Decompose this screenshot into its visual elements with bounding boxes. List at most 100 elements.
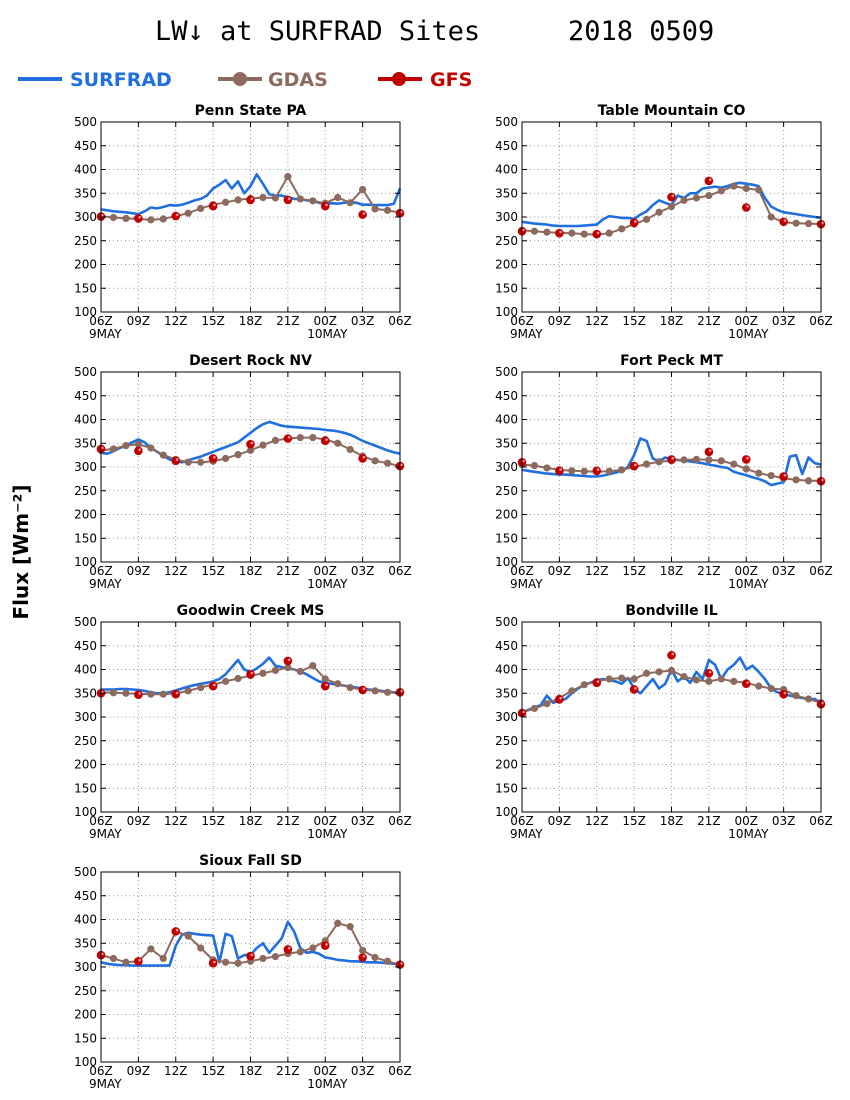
point-gdas bbox=[618, 225, 626, 233]
x-tick-label: 12Z bbox=[164, 1064, 188, 1078]
point-gfs-highlight bbox=[708, 670, 712, 674]
point-gdas bbox=[221, 454, 230, 463]
figure-title: LW↓ at SURFRAD Sites bbox=[155, 16, 480, 47]
point-gfs bbox=[667, 455, 676, 464]
point-gfs-highlight bbox=[821, 701, 824, 705]
point-gfs bbox=[134, 446, 143, 456]
x-tick-label: 03Z bbox=[351, 1064, 375, 1078]
x-tick-label: 21Z bbox=[276, 814, 300, 828]
point-gfs bbox=[208, 454, 218, 463]
point-gdas bbox=[259, 193, 267, 202]
x-tick-label: 03Z bbox=[772, 314, 796, 328]
point-gfs bbox=[592, 678, 602, 688]
point-gdas bbox=[705, 677, 713, 685]
point-gdas bbox=[618, 466, 626, 474]
point-gdas bbox=[755, 682, 763, 690]
panel-bondville-il: Bondville IL 100 150 200 250 300 350 400 450 500 0… bbox=[495, 603, 833, 841]
point-gfs-highlight bbox=[821, 478, 824, 482]
point-gdas bbox=[667, 666, 676, 675]
point-gfs bbox=[741, 203, 751, 212]
point-gdas bbox=[259, 669, 267, 677]
point-gdas bbox=[334, 919, 342, 927]
panels: Penn State PA 100 150 200 250 300 350 400 450 500… bbox=[74, 103, 833, 1091]
point-gfs-highlight bbox=[287, 197, 291, 200]
point-gfs-highlight bbox=[559, 696, 562, 700]
point-gdas bbox=[334, 680, 342, 688]
y-tick-label: 100 bbox=[495, 305, 518, 319]
y-tick-label: 500 bbox=[74, 115, 97, 129]
point-gdas bbox=[767, 684, 775, 693]
point-gfs-highlight bbox=[783, 474, 787, 477]
point-gfs-highlight bbox=[634, 463, 637, 467]
point-gfs-highlight bbox=[821, 221, 824, 225]
point-gdas bbox=[122, 442, 130, 450]
point-gdas bbox=[147, 444, 155, 452]
y-tick-label: 100 bbox=[495, 805, 518, 819]
point-gdas bbox=[284, 664, 292, 672]
point-gfs bbox=[555, 228, 564, 238]
x-tick-label: 21Z bbox=[276, 1064, 300, 1078]
x-tick-label: 09Z bbox=[127, 564, 151, 578]
panel-goodwin-creek-ms: Goodwin Creek MS 100 150 200 250 300 350 400 450… bbox=[74, 603, 412, 841]
legend-marker-gdas bbox=[233, 72, 247, 86]
point-gfs-highlight bbox=[287, 658, 291, 662]
x-tick-label: 03Z bbox=[351, 564, 375, 578]
point-gdas bbox=[122, 689, 130, 697]
point-gdas bbox=[642, 215, 651, 223]
point-gdas bbox=[109, 445, 118, 453]
point-gdas bbox=[642, 669, 651, 677]
point-gfs bbox=[629, 461, 639, 471]
point-gdas bbox=[184, 687, 192, 695]
point-gdas bbox=[371, 687, 379, 695]
point-gfs bbox=[246, 195, 255, 205]
point-gfs bbox=[358, 210, 367, 219]
x-tick-label: 09Z bbox=[548, 814, 572, 828]
point-gfs-highlight bbox=[634, 686, 637, 690]
point-gfs-highlight bbox=[101, 690, 104, 694]
point-gfs bbox=[208, 681, 218, 691]
point-gfs-highlight bbox=[250, 441, 254, 445]
point-gdas bbox=[271, 666, 280, 675]
point-gfs-highlight bbox=[325, 683, 328, 687]
point-gfs-highlight bbox=[596, 468, 600, 471]
y-tick-label: 400 bbox=[74, 413, 97, 427]
point-gdas bbox=[804, 695, 813, 703]
y-tick-label: 450 bbox=[74, 889, 97, 903]
point-gdas bbox=[692, 676, 701, 684]
point-gdas bbox=[618, 674, 626, 682]
point-gdas bbox=[359, 185, 367, 194]
point-gfs bbox=[667, 650, 676, 660]
panel-title: Sioux Fall SD bbox=[199, 853, 302, 869]
x-tick-label: 15Z bbox=[201, 1064, 225, 1078]
point-gfs-highlight bbox=[559, 468, 562, 471]
point-gfs-highlight bbox=[746, 456, 749, 460]
point-gdas bbox=[667, 202, 676, 211]
point-gdas bbox=[605, 467, 613, 475]
y-tick-label: 200 bbox=[74, 258, 97, 272]
x-tick-label: 06Z bbox=[510, 564, 534, 578]
x-date-label: 9MAY bbox=[510, 327, 543, 341]
point-gdas bbox=[371, 953, 379, 962]
point-gfs-highlight bbox=[101, 952, 104, 956]
y-tick-label: 500 bbox=[74, 615, 97, 629]
point-gdas bbox=[246, 446, 255, 454]
point-gdas bbox=[234, 674, 242, 683]
x-tick-label: 00Z bbox=[735, 314, 759, 328]
point-gdas bbox=[383, 957, 392, 965]
point-gdas bbox=[109, 689, 118, 697]
x-tick-label: 03Z bbox=[351, 814, 375, 828]
point-gdas bbox=[580, 681, 588, 689]
point-gdas bbox=[346, 923, 354, 931]
point-gfs-highlight bbox=[138, 958, 141, 962]
y-tick-label: 150 bbox=[74, 531, 97, 545]
y-tick-label: 250 bbox=[74, 984, 97, 998]
x-tick-label: 12Z bbox=[164, 564, 188, 578]
point-gdas bbox=[692, 455, 701, 463]
point-gdas bbox=[147, 945, 155, 953]
x-date-label: 9MAY bbox=[89, 327, 122, 341]
panel-desert-rock-nv: Desert Rock NV 100 150 200 250 300 350 400 450 50… bbox=[74, 353, 412, 591]
point-gfs-highlight bbox=[783, 691, 787, 695]
point-gfs-highlight bbox=[287, 436, 291, 439]
point-gdas bbox=[234, 196, 242, 204]
y-tick-label: 250 bbox=[74, 484, 97, 498]
